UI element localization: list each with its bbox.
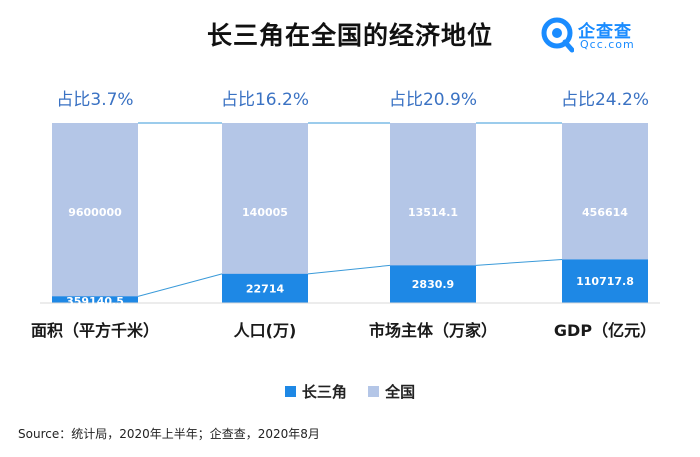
region-bar (390, 265, 476, 303)
legend-item-region: 长三角 (284, 381, 347, 402)
legend-swatch-national (368, 386, 380, 397)
category-label: GDP（亿元） (554, 321, 656, 340)
category-label: 市场主体（万家） (369, 321, 497, 340)
region-value-label: 359140.5 (66, 295, 124, 308)
stacked-bar-chart: 占比3.7% 9600000 359140.5 面积（平方千米） 占比16.2% 1400… (31, 90, 660, 340)
national-bar (222, 123, 308, 303)
region-value-label: 22714 (246, 282, 285, 295)
share-label: 占比3.7% (56, 90, 133, 110)
share-label: 占比16.2% (221, 90, 309, 110)
national-value-label: 9600000 (68, 206, 122, 219)
region-connector-line (475, 258, 563, 266)
share-label: 占比20.9% (389, 90, 477, 110)
national-value-label: 140005 (242, 206, 288, 219)
chart-legend: 长三角 全国 (0, 381, 700, 402)
region-value-label: 2830.9 (412, 278, 454, 291)
region-value-label: 110717.8 (576, 275, 634, 288)
brand-logo: 企查查 Qcc.com (540, 15, 680, 55)
source-note: Source：统计局，2020年上半年；企查查，2020年8月 (18, 427, 320, 441)
legend-label-region: 长三角 (301, 383, 347, 401)
region-bar (52, 296, 138, 303)
legend-item-national: 全国 (368, 381, 415, 402)
region-connector-line (307, 264, 391, 275)
region-bar (562, 259, 648, 303)
national-bar (52, 123, 138, 303)
chart-title: 长三角在全国的经济地位 (206, 21, 493, 50)
region-bar (222, 273, 308, 303)
share-label: 占比24.2% (561, 90, 649, 110)
category-label: 人口(万) (234, 321, 297, 340)
national-value-label: 13514.1 (408, 206, 458, 219)
logo-url: Qcc.com (580, 38, 635, 51)
logo-name: 企查查 (578, 22, 632, 42)
legend-label-national: 全国 (385, 383, 416, 401)
national-value-label: 456614 (582, 206, 628, 219)
category-label: 面积（平方千米） (31, 321, 159, 340)
legend-swatch-region (284, 386, 296, 397)
region-connector-line (137, 273, 223, 297)
qcc-logo-icon (541, 17, 575, 53)
